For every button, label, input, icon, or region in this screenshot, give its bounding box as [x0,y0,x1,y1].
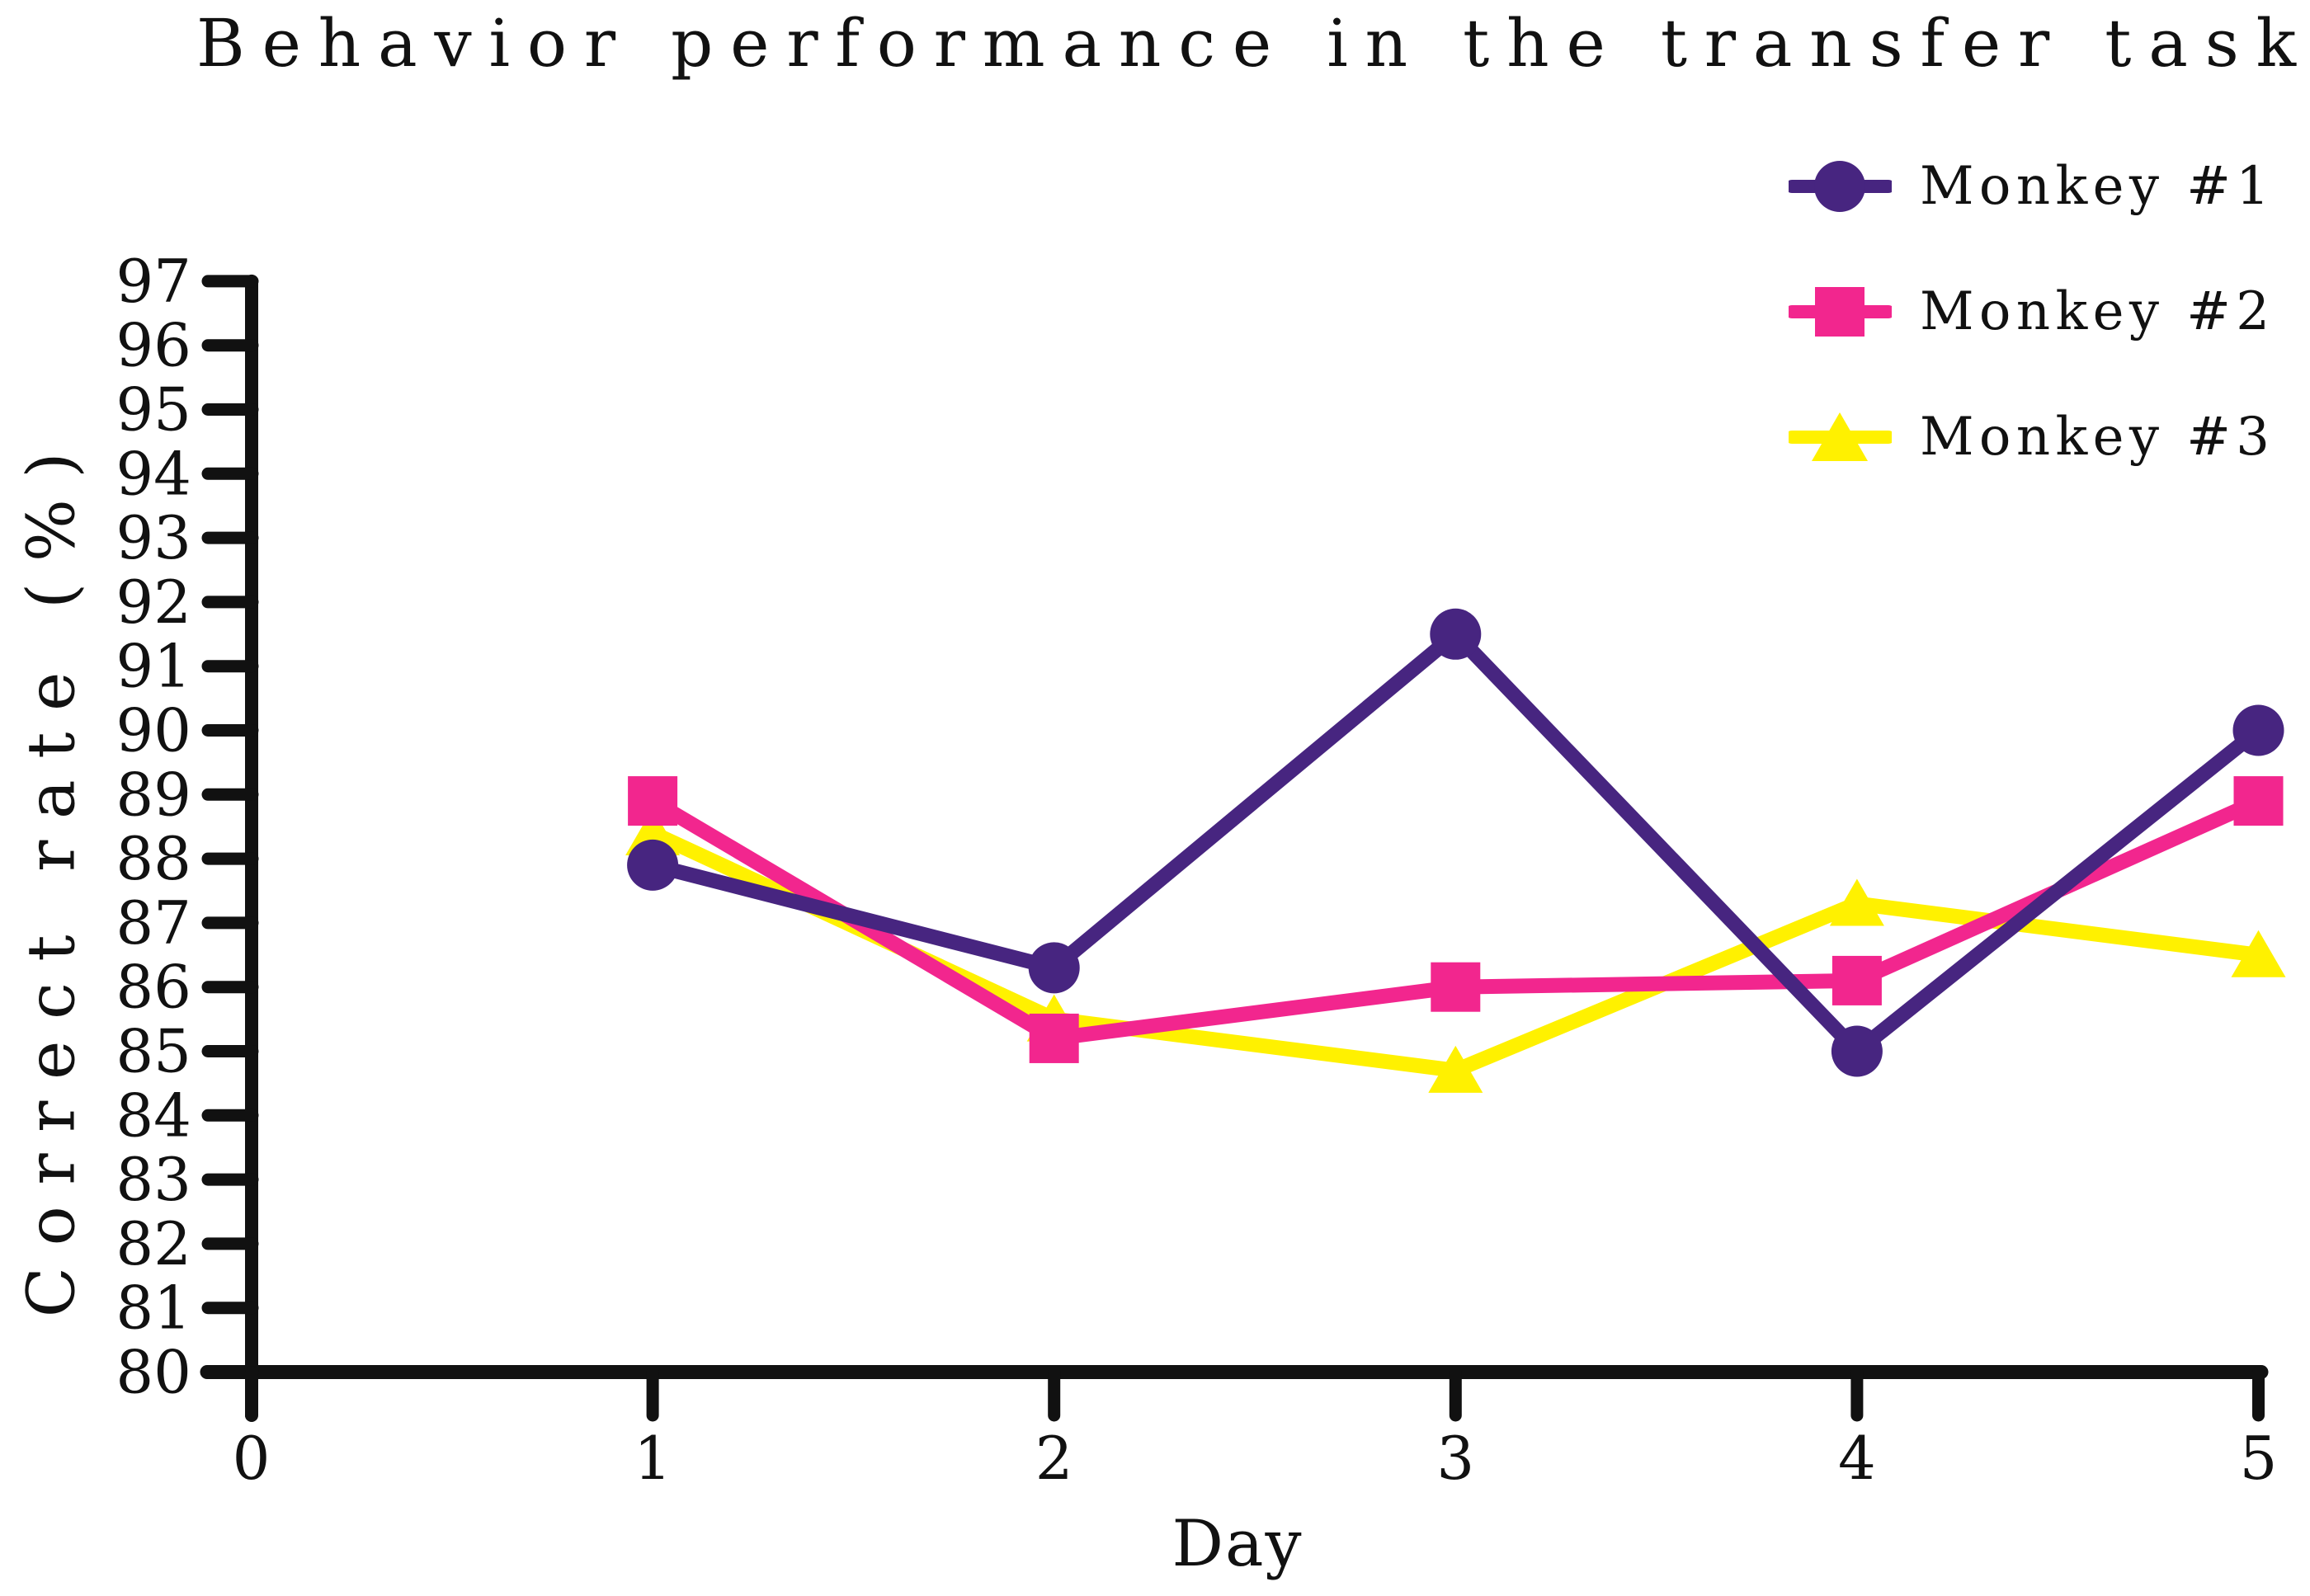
data-point-square-monkey-2 [1431,962,1481,1012]
y-tick-label: 97 [116,247,191,316]
legend-label: Monkey #2 [1920,281,2275,342]
data-point-circle-monkey-1 [1430,608,1482,660]
square-marker-icon [1789,287,1892,337]
data-point-triangle-monkey-3 [2231,930,2286,977]
legend-square [1815,287,1864,337]
y-tick-label: 83 [116,1145,191,1214]
circle-marker-icon [1789,161,1892,212]
legend-label: Monkey #1 [1920,156,2275,217]
data-point-square-monkey-2 [2233,776,2284,826]
x-axis-title: Day [1172,1507,1303,1581]
legend-label: Monkey #3 [1920,407,2275,468]
x-tick-label: 3 [1436,1424,1474,1493]
triangle-marker-icon [1789,412,1892,461]
y-tick-label: 95 [116,375,191,445]
x-tick-label: 5 [2240,1424,2278,1493]
y-tick-label: 87 [116,888,191,958]
legend-triangle [1812,412,1868,461]
legend-item-monkey-1: Monkey #1 [1789,124,2275,249]
chart-title: Behavior performance in the transfer tas… [196,5,2310,82]
y-tick-label: 96 [116,311,191,380]
data-point-square-monkey-2 [1029,1013,1079,1063]
legend-item-monkey-2: Monkey #2 [1789,249,2275,374]
data-point-circle-monkey-1 [2232,704,2284,756]
legend-item-monkey-3: Monkey #3 [1789,374,2275,500]
data-point-circle-monkey-1 [1831,1025,1883,1077]
y-tick-label: 93 [116,503,191,572]
legend-circle [1814,161,1865,212]
data-point-triangle-monkey-3 [1428,1045,1483,1093]
y-tick-label: 89 [116,760,191,829]
data-point-triangle-monkey-3 [1829,878,1884,926]
y-tick-label: 90 [116,696,191,765]
data-point-circle-monkey-1 [1028,942,1080,994]
y-tick-label: 88 [116,824,191,893]
y-tick-label: 86 [116,953,191,1022]
x-tick-label: 1 [634,1424,672,1493]
x-tick-label: 2 [1035,1424,1073,1493]
y-tick-label: 82 [116,1209,191,1278]
y-tick-label: 91 [116,632,191,701]
y-tick-label: 81 [116,1274,191,1343]
data-point-square-monkey-2 [1832,955,1882,1005]
y-tick-label: 85 [116,1017,191,1086]
y-tick-label: 84 [116,1080,191,1150]
y-tick-label: 80 [116,1338,191,1407]
x-tick-label: 0 [233,1424,271,1493]
y-tick-label: 92 [116,567,191,637]
x-tick-label: 4 [1838,1424,1876,1493]
y-tick-label: 94 [116,439,191,508]
legend: Monkey #1 Monkey #2 Monkey #3 [1789,124,2275,500]
data-point-square-monkey-2 [628,776,678,826]
data-point-circle-monkey-1 [627,839,679,891]
